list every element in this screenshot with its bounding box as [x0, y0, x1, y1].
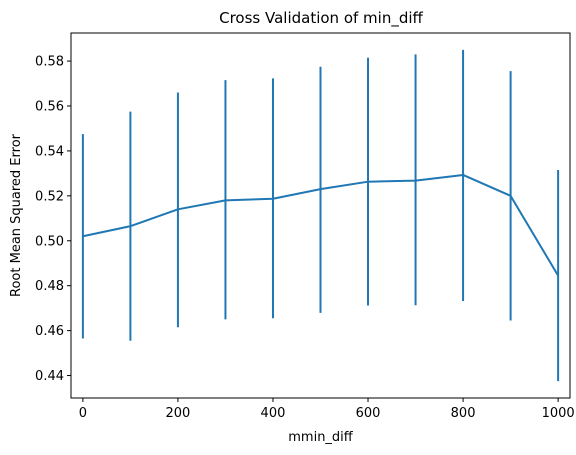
x-tick-label: 600: [356, 406, 381, 421]
y-tick-label: 0.46: [35, 324, 64, 339]
y-tick-label: 0.52: [35, 189, 64, 204]
x-tick-label: 800: [451, 406, 476, 421]
y-tick-label: 0.50: [35, 234, 64, 249]
y-tick-label: 0.56: [35, 100, 64, 115]
y-tick-label: 0.44: [35, 369, 64, 384]
x-tick-label: 200: [166, 406, 191, 421]
x-tick-label: 1000: [542, 406, 575, 421]
y-tick-label: 0.58: [35, 55, 64, 70]
y-tick-label: 0.48: [35, 279, 64, 294]
y-tick-label: 0.54: [35, 144, 64, 159]
x-tick-label: 400: [261, 406, 286, 421]
x-axis-label: mmin_diff: [288, 430, 354, 445]
y-axis-label: Root Mean Squared Error: [9, 133, 24, 297]
plot-frame: [70, 32, 571, 399]
x-tick-label: 0: [79, 406, 87, 421]
chart-title: Cross Validation of min_diff: [219, 9, 423, 28]
plot-area: [81, 49, 560, 382]
series-line: [82, 173, 559, 277]
axes: 0 200 400 600 800 1000 0.44 0.46 0.48 0.50 0.52 0.5…: [35, 55, 575, 421]
